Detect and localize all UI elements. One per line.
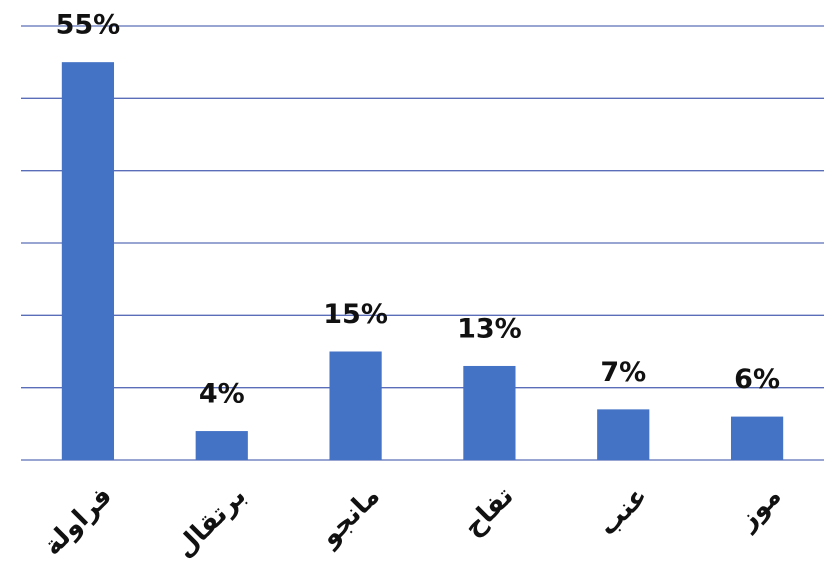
data-label: 6% [734, 364, 780, 395]
x-tick-label: مانجو [313, 481, 386, 554]
x-tick-label: عنب [593, 481, 654, 542]
data-label: 55% [56, 10, 121, 41]
x-tick-label: فراولة [38, 481, 118, 561]
bar [196, 431, 248, 460]
data-label: 4% [199, 379, 245, 410]
x-tick-label: موز [731, 481, 787, 537]
x-tick-label: برتقال [169, 481, 252, 564]
x-tick-label: تفاح [458, 481, 520, 543]
data-label: 13% [457, 313, 522, 344]
bar [329, 352, 381, 461]
data-label: 7% [600, 357, 646, 388]
chart: 55% فراولة 4% برتقال 15% مانجو 13% تفاح 7% عنب 6% م… [0, 0, 824, 582]
data-label: 15% [323, 299, 388, 330]
bar [597, 409, 649, 460]
page: {"chart_data": {"type": "bar", "categori… [0, 0, 824, 582]
bar [463, 366, 515, 460]
bar [731, 417, 783, 460]
bar [62, 62, 114, 460]
